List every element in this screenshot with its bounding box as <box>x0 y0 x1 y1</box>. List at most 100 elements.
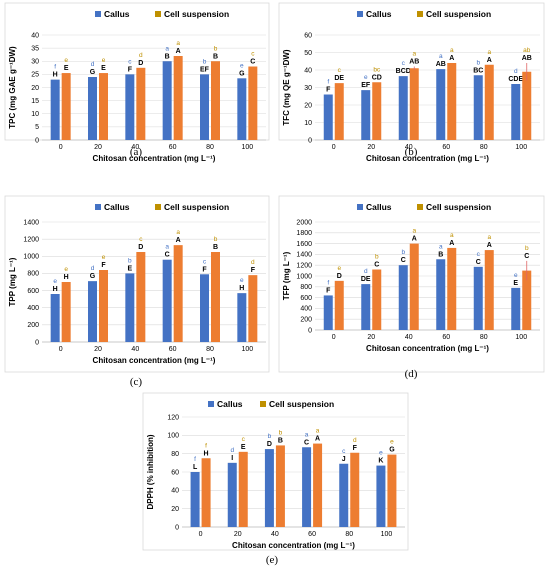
significance-letter-lower: d <box>353 437 357 444</box>
significance-letter-lower: e <box>64 57 68 64</box>
bar-cell-suspension <box>522 270 532 330</box>
significance-letter-upper: G <box>389 447 395 454</box>
y-tick-label: 50 <box>304 50 312 57</box>
bar-callus <box>125 74 135 140</box>
significance-letter-lower: a <box>305 431 309 438</box>
y-tick-label: 80 <box>171 451 179 458</box>
significance-letter-lower: f <box>54 64 56 71</box>
bar-cell-suspension <box>61 282 71 342</box>
x-tick-label: 0 <box>332 334 336 341</box>
significance-letter-lower: ab <box>523 47 531 54</box>
y-tick-label: 1600 <box>296 241 312 248</box>
significance-letter-upper: H <box>53 72 58 79</box>
significance-letter-lower: b <box>203 58 207 65</box>
significance-letter-upper: AB <box>436 61 446 68</box>
significance-letter-lower: d <box>514 68 518 75</box>
legend-label-callus: Callus <box>217 399 243 409</box>
legend-label-cell-suspension: Cell suspension <box>164 9 229 19</box>
y-tick-label: 30 <box>31 59 39 66</box>
y-axis-title: DPPH (% inhibition) <box>146 434 155 509</box>
legend-label-cell-suspension: Cell suspension <box>426 202 491 212</box>
significance-letter-lower: f <box>194 456 196 463</box>
y-tick-label: 20 <box>31 85 39 92</box>
significance-letter-lower: c <box>342 448 346 455</box>
y-tick-label: 100 <box>167 433 179 440</box>
significance-letter-lower: c <box>139 236 143 243</box>
significance-letter-upper: BC <box>473 67 483 74</box>
significance-letter-upper: A <box>315 436 320 443</box>
x-tick-label: 100 <box>381 531 393 538</box>
x-tick-label: 20 <box>367 334 375 341</box>
y-tick-label: 0 <box>308 137 312 144</box>
significance-letter-lower: b <box>279 429 283 436</box>
legend-label-callus: Callus <box>366 9 392 19</box>
bar-callus <box>50 294 60 342</box>
legend-swatch-callus <box>357 204 363 210</box>
y-tick-label: 200 <box>300 317 312 324</box>
y-tick-label: 200 <box>27 322 39 329</box>
x-axis-title: Chitosan concentration (mg L⁻¹) <box>93 356 216 365</box>
chart-frame <box>142 392 409 551</box>
significance-letter-upper: F <box>326 287 331 294</box>
bar-cell-suspension <box>409 68 419 140</box>
bar-cell-suspension <box>372 82 382 140</box>
y-tick-label: 120 <box>167 414 179 421</box>
x-tick-label: 100 <box>515 144 527 151</box>
legend-label-cell-suspension: Cell suspension <box>164 202 229 212</box>
significance-letter-upper: AB <box>409 59 419 66</box>
significance-letter-lower: c <box>402 60 406 67</box>
panel-label: (b) <box>405 146 418 158</box>
y-tick-label: 0 <box>308 327 312 334</box>
y-tick-label: 5 <box>35 124 39 131</box>
bar-callus <box>436 69 446 140</box>
bar-callus <box>88 77 97 140</box>
x-tick-label: 60 <box>169 346 177 353</box>
legend-swatch-cell-suspension <box>417 204 423 210</box>
significance-letter-upper: B <box>213 53 218 60</box>
legend-swatch-callus <box>95 204 101 210</box>
significance-letter-upper: C <box>476 259 481 266</box>
y-tick-label: 2000 <box>296 219 312 226</box>
significance-letter-upper: C <box>524 253 529 260</box>
significance-letter-lower: a <box>316 428 320 435</box>
y-tick-label: 1200 <box>296 263 312 270</box>
significance-letter-upper: L <box>193 464 198 471</box>
significance-letter-lower: a <box>412 228 416 235</box>
bar-callus <box>398 76 408 140</box>
bar-cell-suspension <box>313 443 323 527</box>
x-tick-label: 0 <box>59 144 63 151</box>
y-axis-title: TPP (mg L⁻¹) <box>8 257 17 306</box>
significance-letter-lower: b <box>525 245 529 252</box>
bar-cell-suspension <box>248 66 258 140</box>
significance-letter-lower: c <box>338 67 342 74</box>
y-tick-label: 1400 <box>23 219 39 226</box>
significance-letter-lower: a <box>412 51 416 58</box>
legend-swatch-callus <box>208 401 214 407</box>
y-tick-label: 20 <box>304 102 312 109</box>
bar-callus <box>190 472 200 527</box>
significance-letter-lower: a <box>165 45 169 52</box>
significance-letter-lower: b <box>375 254 379 261</box>
significance-letter-upper: DE <box>361 276 371 283</box>
legend-swatch-callus <box>357 11 363 17</box>
bar-callus <box>323 295 333 330</box>
significance-letter-upper: E <box>513 280 518 287</box>
y-axis-title: TFC (mg QE g⁻¹DW) <box>282 49 291 126</box>
significance-letter-lower: c <box>203 258 207 265</box>
legend-label-callus: Callus <box>104 202 130 212</box>
x-tick-label: 80 <box>345 531 353 538</box>
significance-letter-upper: G <box>90 69 96 76</box>
significance-letter-lower: e <box>337 265 341 272</box>
bar-callus <box>473 266 483 330</box>
x-tick-label: 40 <box>271 531 279 538</box>
panel-label: (e) <box>266 554 279 566</box>
significance-letter-upper: C <box>165 252 170 259</box>
x-axis-title: Chitosan concentration (mg L⁻¹) <box>93 154 216 163</box>
significance-letter-upper: K <box>378 458 383 465</box>
y-axis-title: TFP (mg L⁻¹) <box>282 251 291 300</box>
x-axis-title: Chitosan concentration (mg L⁻¹) <box>366 154 489 163</box>
bar-cell-suspension <box>61 73 71 140</box>
significance-letter-lower: e <box>240 62 244 69</box>
significance-letter-lower: b <box>401 249 405 256</box>
y-tick-label: 40 <box>171 488 179 495</box>
